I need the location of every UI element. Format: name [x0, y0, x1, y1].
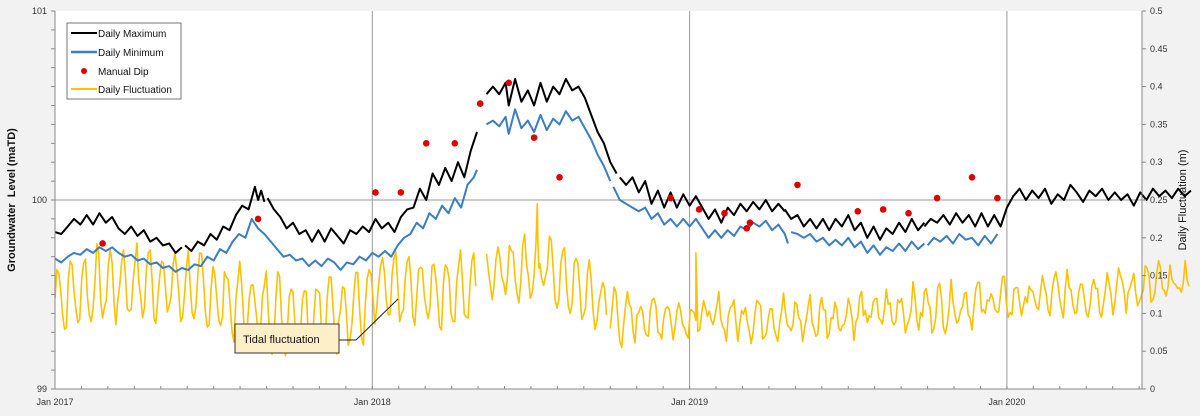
tidal-fluctuation-callout: Tidal fluctuation: [234, 298, 399, 354]
legend-daily-maximum-label: Daily Maximum: [98, 29, 166, 40]
manual-dip-point: [99, 240, 106, 247]
right-tick-label: 0.3: [1150, 157, 1163, 167]
daily-fluctuation-line: [54, 242, 477, 357]
left-tick-label: 99: [37, 384, 47, 394]
manual-dip-point: [968, 174, 976, 181]
manual-dip-point: [794, 181, 801, 189]
manual-dip-point: [721, 209, 728, 217]
left-tick-label: 101: [32, 6, 47, 16]
x-tick-label: Jan 2017: [36, 397, 73, 407]
manual-dip-point: [667, 194, 674, 202]
daily-minimum-line: [485, 108, 612, 182]
daily-maximum-line: [266, 131, 478, 245]
legend-box: [66, 22, 182, 100]
manual-dip-point: [994, 194, 1001, 202]
manual-dip-point: [879, 206, 887, 213]
daily-fluctuation-line: [485, 203, 608, 331]
right-axis-title: Daily Fluctuation (m): [1177, 150, 1189, 251]
right-tick-label: 0.25: [1150, 195, 1168, 205]
daily-maximum-line: [184, 185, 266, 252]
manual-dip-point: [422, 140, 430, 147]
right-tick-label: 0.15: [1150, 271, 1168, 281]
x-tick-label: Jan 2018: [354, 397, 391, 407]
x-tick-label: Jan 2019: [671, 397, 708, 407]
series-layer: [54, 78, 1192, 357]
right-tick-label: 0.1: [1150, 308, 1163, 318]
legend-daily-fluctuation-label: Daily Fluctuation: [98, 85, 172, 96]
manual-dip-point: [933, 194, 941, 202]
manual-dip-points: [99, 79, 1001, 247]
callout-label: Tidal fluctuation: [243, 334, 320, 346]
legend-manual-dip-marker: [81, 68, 87, 74]
daily-minimum-line: [54, 169, 478, 273]
manual-dip-point: [476, 100, 484, 107]
manual-dip-point: [695, 206, 703, 213]
daily-maximum-line: [923, 183, 1192, 228]
axes: 99 100 101 0 0.05 0.1 0.15 0.2 0.25 0.3 0.35 0.4 0.4…: [32, 6, 1168, 407]
gridlines: [55, 11, 1142, 389]
daily-maximum-line: [783, 208, 926, 241]
daily-minimum-line: [790, 231, 926, 256]
manual-dip-point: [451, 140, 459, 147]
daily-fluctuation-line: [609, 252, 1190, 349]
manual-dip-point: [397, 189, 405, 196]
manual-dip-point: [854, 208, 862, 215]
right-tick-label: 0.4: [1150, 82, 1163, 92]
callout-leader-line: [339, 298, 399, 341]
manual-dip-point: [746, 219, 754, 226]
manual-dip-point: [905, 209, 912, 217]
manual-dip-point: [743, 225, 751, 232]
daily-maximum-line: [54, 212, 183, 254]
manual-dip-point: [530, 134, 538, 141]
daily-maximum-line: [485, 78, 618, 174]
left-axis-title: Groundwater Level (maTD): [6, 128, 18, 272]
right-tick-label: 0.45: [1150, 44, 1168, 54]
manual-dip-point: [556, 174, 563, 181]
callout-box: [234, 323, 340, 354]
daily-minimum-line: [612, 186, 789, 244]
daily-minimum-line: [926, 233, 999, 247]
right-tick-label: 0: [1150, 384, 1155, 394]
manual-dip-point: [505, 79, 513, 87]
legend-manual-dip-label: Manual Dip: [98, 67, 149, 78]
right-tick-label: 0.05: [1150, 346, 1168, 356]
right-tick-label: 0.35: [1150, 119, 1168, 129]
daily-maximum-line: [619, 176, 786, 224]
right-tick-label: 0.5: [1150, 6, 1163, 16]
manual-dip-point: [254, 215, 262, 223]
legend-daily-minimum-label: Daily Minimum: [98, 48, 164, 59]
left-tick-label: 100: [32, 195, 47, 205]
x-tick-label: Jan 2020: [988, 397, 1025, 407]
manual-dip-point: [372, 189, 379, 196]
legend: Daily Maximum Daily Minimum Manual Dip D…: [66, 22, 182, 100]
right-tick-label: 0.2: [1150, 233, 1163, 243]
